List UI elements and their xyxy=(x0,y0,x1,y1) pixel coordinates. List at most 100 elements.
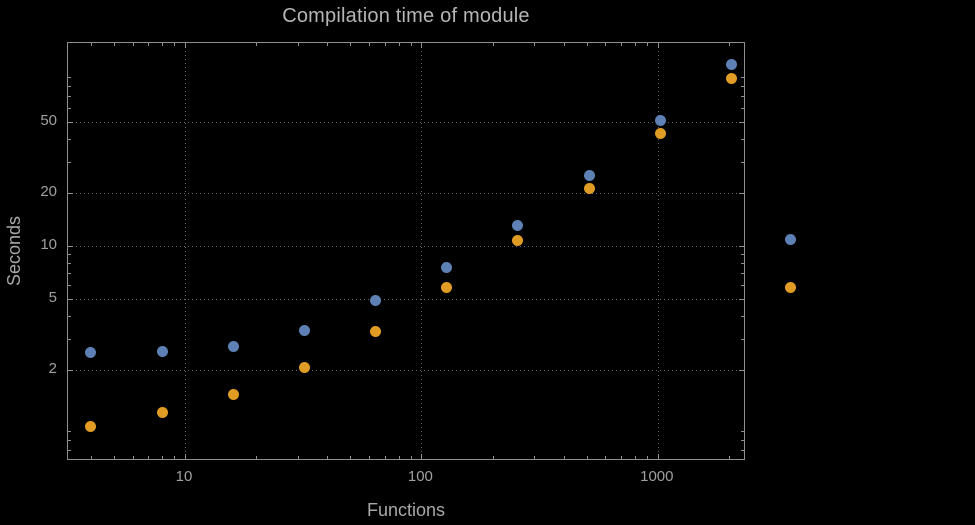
x-tick-mark xyxy=(256,43,258,46)
y-tick-mark xyxy=(741,139,744,141)
legend-marker-2 xyxy=(785,282,796,293)
x-axis-label: Functions xyxy=(366,500,446,520)
x-tick-mark xyxy=(113,456,115,459)
y-tick-mark xyxy=(68,254,71,255)
y-tick-label: 10 xyxy=(40,235,57,253)
data-point-series-2 xyxy=(370,325,382,337)
y-tick-mark xyxy=(741,108,744,110)
y-tick-mark xyxy=(68,122,73,124)
x-gridline xyxy=(657,43,659,459)
x-tick-label: 1000 xyxy=(640,468,674,485)
x-tick-mark xyxy=(174,456,176,459)
y-tick-mark xyxy=(68,139,71,141)
x-tick-mark xyxy=(162,456,164,459)
y-tick-mark xyxy=(68,108,71,110)
x-tick-mark xyxy=(297,43,299,46)
data-point-series-1 xyxy=(725,58,737,70)
y-gridline xyxy=(68,122,744,124)
y-tick-label: 50 xyxy=(40,112,57,130)
x-tick-mark xyxy=(185,43,186,48)
y-tick-mark xyxy=(68,450,71,452)
y-tick-mark xyxy=(741,77,744,78)
x-tick-mark xyxy=(421,43,423,48)
data-point-series-2 xyxy=(654,128,666,140)
x-tick-mark xyxy=(586,456,588,459)
y-gridline xyxy=(68,369,744,371)
x-tick-mark xyxy=(492,456,494,459)
y-tick-mark xyxy=(741,86,744,87)
y-tick-mark xyxy=(741,161,744,163)
y-tick-mark xyxy=(68,192,73,194)
data-point-series-2 xyxy=(512,234,524,246)
data-point-series-2 xyxy=(583,183,595,195)
x-tick-mark xyxy=(621,456,623,459)
y-tick-mark xyxy=(68,245,73,247)
y-tick-mark xyxy=(739,369,744,371)
x-tick-mark xyxy=(148,456,150,459)
x-tick-mark xyxy=(621,43,623,46)
y-tick-mark xyxy=(68,161,71,163)
x-gridline xyxy=(185,43,186,459)
x-tick-mark xyxy=(729,43,730,46)
x-tick-mark xyxy=(148,43,150,46)
x-tick-mark xyxy=(185,454,186,459)
x-tick-mark xyxy=(605,43,607,46)
y-gridline xyxy=(68,299,744,301)
x-tick-mark xyxy=(90,43,92,46)
y-tick-mark xyxy=(741,431,744,433)
x-tick-mark xyxy=(657,454,659,459)
data-point-series-2 xyxy=(156,406,168,418)
x-tick-mark xyxy=(113,43,115,46)
x-tick-mark xyxy=(410,456,412,459)
x-tick-mark xyxy=(369,456,370,459)
y-tick-mark xyxy=(68,86,71,87)
data-point-series-2 xyxy=(227,388,239,400)
x-tick-mark xyxy=(563,456,565,459)
x-tick-mark xyxy=(384,456,386,459)
data-point-series-1 xyxy=(227,341,239,353)
y-tick-mark xyxy=(68,273,71,275)
x-tick-mark xyxy=(729,456,730,459)
x-tick-mark xyxy=(634,43,636,46)
y-tick-mark xyxy=(68,338,71,340)
y-tick-mark xyxy=(741,450,744,452)
data-point-series-2 xyxy=(441,282,453,294)
x-tick-mark xyxy=(350,456,352,459)
x-tick-mark xyxy=(563,43,565,46)
data-point-series-1 xyxy=(654,115,666,127)
y-tick-mark xyxy=(741,273,744,275)
x-tick-mark xyxy=(162,43,164,46)
y-tick-mark xyxy=(739,245,744,247)
y-tick-mark xyxy=(68,263,71,265)
chart-title: Compilation time of module xyxy=(282,5,530,27)
y-tick-mark xyxy=(68,299,73,301)
x-tick-mark xyxy=(132,43,134,46)
legend-marker-1 xyxy=(785,234,796,245)
x-tick-mark xyxy=(369,43,370,46)
x-tick-mark xyxy=(350,43,352,46)
data-point-series-1 xyxy=(370,295,382,307)
x-tick-label: 100 xyxy=(407,468,433,485)
x-tick-mark xyxy=(647,43,648,46)
y-tick-mark xyxy=(741,96,744,98)
x-tick-mark xyxy=(586,43,588,46)
y-tick-label: 5 xyxy=(48,289,57,307)
x-tick-mark xyxy=(421,454,423,459)
data-point-series-2 xyxy=(725,73,737,85)
x-tick-mark xyxy=(410,43,412,46)
y-tick-mark xyxy=(741,263,744,265)
x-tick-mark xyxy=(634,456,636,459)
data-point-series-1 xyxy=(441,261,453,273)
data-point-series-1 xyxy=(298,324,310,336)
x-gridline xyxy=(421,43,423,459)
y-gridline xyxy=(68,192,744,194)
y-tick-label: 2 xyxy=(48,359,57,377)
data-point-series-1 xyxy=(512,220,524,232)
x-tick-mark xyxy=(132,456,134,459)
y-tick-mark xyxy=(741,440,744,442)
plot-area xyxy=(67,42,745,460)
y-gridline xyxy=(68,245,744,247)
y-tick-mark xyxy=(68,77,71,78)
x-tick-mark xyxy=(90,456,92,459)
data-point-series-1 xyxy=(583,170,595,181)
